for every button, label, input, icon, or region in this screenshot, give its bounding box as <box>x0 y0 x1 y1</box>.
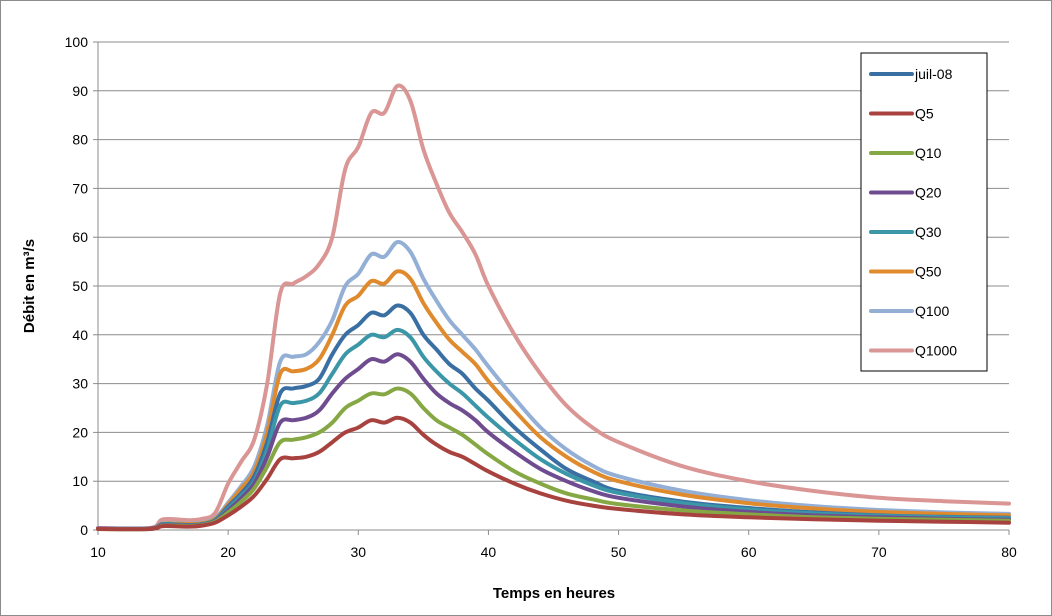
y-tick-label: 40 <box>72 327 88 343</box>
y-tick-label: 0 <box>80 522 88 538</box>
legend-label: Q10 <box>915 145 942 161</box>
legend-label: Q1000 <box>915 343 957 359</box>
legend-box <box>860 52 988 372</box>
y-tick-label: 10 <box>72 473 88 489</box>
legend-label: Q50 <box>915 264 942 280</box>
x-tick-label: 60 <box>741 544 757 560</box>
x-tick-label: 80 <box>1001 544 1017 560</box>
legend: juil-08 Q5 Q10 Q20 Q30 Q50 Q100 Q1000 <box>860 52 988 372</box>
series-line-q1000 <box>96 83 1011 531</box>
x-axis-title: Temps en heures <box>493 585 615 602</box>
x-tick-label: 50 <box>611 544 627 560</box>
y-tick-label: 20 <box>72 424 88 440</box>
legend-label: Q20 <box>915 185 942 201</box>
x-tick-label: 40 <box>481 544 497 560</box>
x-tick-label: 20 <box>220 544 236 560</box>
x-tick-label: 70 <box>871 544 887 560</box>
legend-label: Q30 <box>915 224 942 240</box>
y-axis-ticks: 0 10 20 30 40 50 60 70 80 90 100 <box>65 34 98 538</box>
legend-label: Q5 <box>915 106 934 122</box>
y-axis-title: Débit en m³/s <box>21 239 38 333</box>
y-tick-label: 30 <box>72 376 88 392</box>
y-tick-label: 60 <box>72 229 88 245</box>
y-tick-label: 100 <box>65 34 89 50</box>
y-tick-label: 80 <box>72 132 88 148</box>
legend-label: Q100 <box>915 303 949 319</box>
series-line-q10 <box>96 386 1011 532</box>
y-tick-label: 50 <box>72 278 88 294</box>
y-tick-label: 90 <box>72 83 88 99</box>
x-tick-label: 10 <box>90 544 106 560</box>
x-tick-label: 30 <box>350 544 366 560</box>
legend-label: juil-08 <box>914 66 953 82</box>
series-line-q5 <box>96 415 1011 532</box>
series-lines <box>96 83 1011 532</box>
x-axis-ticks: 10 20 30 40 50 60 70 80 <box>90 530 1017 560</box>
y-tick-label: 70 <box>72 180 88 196</box>
